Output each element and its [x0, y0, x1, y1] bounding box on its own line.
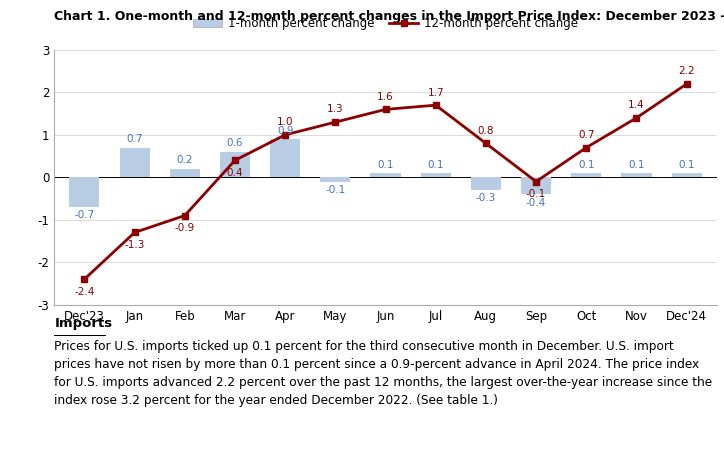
Text: 0.4: 0.4 — [227, 168, 243, 178]
Text: -0.4: -0.4 — [526, 198, 546, 208]
Bar — [471, 178, 501, 190]
Text: 0.7: 0.7 — [578, 130, 594, 140]
Text: 0.1: 0.1 — [628, 159, 644, 169]
Text: 0.6: 0.6 — [227, 139, 243, 149]
Bar — [119, 148, 150, 178]
Text: -0.7: -0.7 — [75, 210, 95, 220]
Text: 1.0: 1.0 — [277, 117, 293, 127]
Text: -0.1: -0.1 — [526, 189, 546, 199]
Text: -1.3: -1.3 — [125, 240, 145, 250]
Text: 2.2: 2.2 — [678, 66, 695, 76]
Text: 0.2: 0.2 — [177, 156, 193, 166]
Text: 0.1: 0.1 — [427, 159, 444, 169]
Text: 1.6: 1.6 — [377, 92, 394, 102]
Bar — [672, 173, 702, 178]
Text: Chart 1. One-month and 12-month percent changes in the Import Price Index: Decem: Chart 1. One-month and 12-month percent … — [54, 10, 724, 23]
Text: 1.4: 1.4 — [628, 100, 645, 110]
Text: -0.9: -0.9 — [174, 223, 195, 233]
Text: -2.4: -2.4 — [75, 287, 95, 297]
Bar — [270, 139, 300, 178]
Bar — [169, 169, 200, 178]
Text: 0.7: 0.7 — [127, 134, 143, 144]
Text: Prices for U.S. imports ticked up 0.1 percent for the third consecutive month in: Prices for U.S. imports ticked up 0.1 pe… — [54, 340, 712, 407]
Bar — [621, 173, 652, 178]
Text: -0.3: -0.3 — [476, 193, 496, 203]
Bar — [70, 178, 99, 207]
Bar — [220, 152, 250, 178]
Text: 0.1: 0.1 — [377, 159, 394, 169]
Bar — [371, 173, 400, 178]
Text: Imports: Imports — [54, 317, 112, 329]
Text: 0.8: 0.8 — [478, 126, 494, 136]
Text: 0.1: 0.1 — [678, 159, 695, 169]
Legend: 1-month percent change, 12-month percent change: 1-month percent change, 12-month percent… — [188, 12, 583, 35]
Text: 0.1: 0.1 — [578, 159, 594, 169]
Bar — [521, 178, 551, 194]
Text: 1.7: 1.7 — [427, 88, 444, 98]
Text: 0.9: 0.9 — [277, 126, 293, 136]
Bar — [320, 178, 350, 181]
Text: -0.1: -0.1 — [325, 185, 345, 195]
Text: 1.3: 1.3 — [327, 105, 344, 115]
Bar — [571, 173, 602, 178]
Bar — [421, 173, 451, 178]
